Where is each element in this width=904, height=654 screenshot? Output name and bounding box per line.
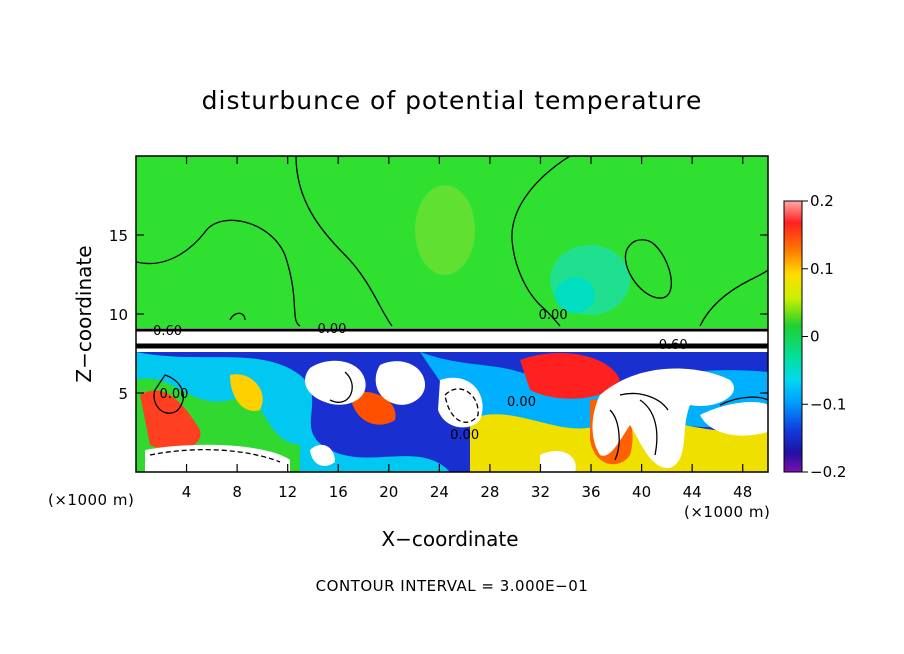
contour-label: 0.00 [539, 308, 568, 323]
y-tick-label: 5 [118, 385, 128, 403]
x-tick-label: 32 [531, 483, 550, 501]
x-tick-label: 16 [329, 483, 348, 501]
contour-label: 0.00 [450, 428, 479, 443]
x-tick-label: 36 [581, 483, 600, 501]
contour-label: 0.00 [507, 395, 536, 410]
x-tick-label: 20 [379, 483, 398, 501]
y-axis-ticks: 5 10 15 [109, 227, 768, 403]
colorbar-ticks: 0.2 0.1 0 −0.1 −0.2 [802, 192, 846, 481]
x-unit-label: (×1000 m) [684, 503, 771, 521]
upper-yellowgreen-patch [415, 185, 475, 275]
y-unit-label: (×1000 m) [48, 491, 135, 509]
x-tick-label: 44 [683, 483, 702, 501]
y-tick-label: 10 [109, 306, 128, 324]
contour-lines [136, 156, 768, 463]
upper-cyan-core [555, 277, 595, 313]
colorbar [783, 200, 803, 473]
x-axis-ticks: 4 8 12 16 20 24 28 32 36 40 44 48 [182, 156, 752, 501]
x-axis-label: X−coordinate [381, 527, 519, 551]
colorbar-tick-label: −0.1 [810, 395, 846, 413]
x-tick-label: 28 [480, 483, 499, 501]
x-tick-label: 4 [182, 483, 192, 501]
contour-label: 0.00 [159, 387, 188, 402]
contour-label: 0.00 [317, 322, 346, 337]
y-tick-label: 15 [109, 227, 128, 245]
colorbar-tick-label: −0.2 [810, 463, 846, 481]
contour-label: 0.60 [153, 324, 182, 339]
x-tick-label: 40 [632, 483, 651, 501]
colorbar-tick-label: 0.1 [810, 260, 834, 278]
contour-label: 0.60 [659, 338, 688, 353]
x-tick-label: 48 [733, 483, 752, 501]
colorbar-tick-label: 0.2 [810, 192, 834, 210]
contour-labels: 0.60 0.00 0.00 0.60 0.00 0.00 0.00 [153, 308, 688, 443]
field-layer [136, 156, 768, 472]
x-tick-label: 8 [232, 483, 242, 501]
contour-interval-note: CONTOUR INTERVAL = 3.000E−01 [315, 577, 589, 595]
colorbar-tick-label: 0 [810, 328, 820, 346]
x-tick-label: 12 [278, 483, 297, 501]
x-tick-label: 24 [430, 483, 449, 501]
chart-title: disturbunce of potential temperature [201, 86, 703, 115]
